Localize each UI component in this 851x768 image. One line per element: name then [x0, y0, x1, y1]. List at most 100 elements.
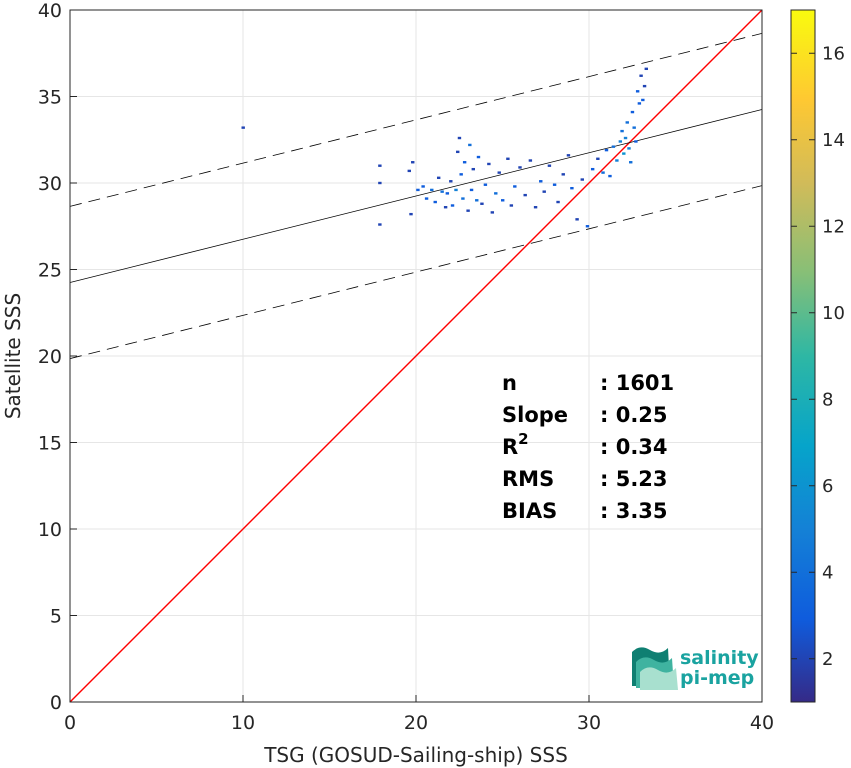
data-point: [601, 171, 605, 174]
data-point: [642, 84, 647, 88]
data-point: [615, 159, 619, 162]
x-tick-label: 40: [750, 712, 774, 734]
data-point: [421, 185, 425, 188]
data-point: [639, 74, 643, 77]
stat-label: RMS: [502, 467, 554, 491]
data-point: [566, 154, 571, 157]
data-point: [411, 161, 415, 164]
y-axis-label: Satellite SSS: [1, 293, 25, 419]
x-tick-label: 30: [577, 712, 601, 734]
data-point: [634, 140, 638, 143]
data-point: [462, 161, 467, 164]
data-point: [436, 176, 441, 180]
data-point: [459, 173, 463, 176]
colorbar-tick-label: 16: [822, 43, 845, 64]
colorbar-tick-label: 14: [822, 130, 845, 151]
data-point: [620, 129, 624, 133]
data-point: [627, 147, 631, 150]
data-point: [494, 192, 498, 195]
y-tick-label: 40: [38, 0, 62, 22]
data-point: [457, 136, 462, 140]
data-point: [469, 188, 474, 192]
data-point: [611, 145, 616, 148]
data-point: [506, 157, 510, 160]
data-point: [585, 225, 590, 228]
data-point: [637, 102, 642, 105]
data-point: [590, 167, 595, 171]
salinity-pi-mep-logo: salinity pi-mep: [632, 647, 759, 690]
data-point: [497, 171, 501, 174]
stat-value: : 0.34: [600, 435, 668, 459]
data-point: [641, 98, 645, 102]
data-point: [440, 190, 444, 193]
data-point: [518, 166, 522, 169]
x-tick-label: 0: [64, 712, 76, 734]
colorbar-tick-label: 2: [822, 649, 833, 670]
logo-line-1: salinity: [680, 647, 759, 669]
stat-value: : 1601: [600, 371, 674, 395]
y-tick-label: 25: [38, 260, 62, 282]
data-point: [635, 90, 640, 93]
data-point: [552, 183, 557, 186]
y-tick-label: 35: [38, 87, 62, 109]
data-point: [604, 148, 609, 152]
colorbar-tick-label: 6: [822, 476, 833, 497]
data-point: [443, 206, 448, 209]
data-point: [622, 152, 626, 155]
logo-line-2: pi-mep: [680, 667, 754, 689]
colorbar-tick-label: 8: [822, 389, 833, 410]
data-points: [241, 67, 648, 228]
y-tick-label: 5: [50, 606, 62, 628]
data-point: [608, 174, 612, 178]
data-point: [523, 193, 527, 197]
colorbar-tick-label: 10: [822, 303, 845, 324]
y-tick-label: 15: [38, 433, 62, 455]
x-tick-label: 10: [231, 712, 255, 734]
data-point: [547, 164, 552, 167]
line-identity: [70, 10, 762, 702]
stat-label: n: [502, 371, 517, 395]
stat-superscript: 2: [518, 430, 528, 448]
data-point: [596, 157, 600, 160]
data-point: [513, 185, 517, 188]
data-point: [580, 178, 584, 181]
data-point: [501, 199, 505, 202]
data-point: [476, 155, 481, 159]
x-tick-label: 20: [404, 712, 428, 734]
data-point: [623, 136, 628, 140]
stat-value: : 5.23: [600, 467, 668, 491]
data-point: [424, 197, 429, 200]
data-point: [409, 212, 413, 216]
line-fit: [70, 109, 762, 283]
colorbar: [790, 9, 816, 703]
data-point: [561, 173, 565, 176]
data-point: [466, 209, 470, 212]
data-point: [533, 206, 538, 209]
data-point: [542, 190, 546, 193]
data-point: [416, 188, 420, 192]
data-point: [618, 140, 623, 143]
data-point: [630, 110, 635, 114]
line-fit_upper: [70, 32, 762, 207]
data-point: [556, 200, 560, 204]
y-axis: 0 5 10 15 20 25 30 35 40: [38, 0, 77, 714]
y-tick-label: 0: [50, 692, 62, 714]
stat-label: BIAS: [502, 499, 557, 523]
stat-label: Slope: [502, 403, 568, 427]
data-point: [430, 188, 434, 192]
data-point: [509, 204, 514, 207]
x-axis: 0 10 20 30 40: [64, 695, 774, 734]
data-point: [570, 186, 574, 190]
data-point: [454, 188, 458, 192]
data-point: [629, 161, 633, 164]
data-point: [487, 162, 491, 166]
y-tick-label: 30: [38, 173, 62, 195]
reference-lines: [70, 10, 762, 702]
data-point: [449, 180, 453, 183]
data-point: [490, 211, 495, 214]
data-point: [528, 159, 533, 162]
data-point: [378, 223, 382, 226]
data-point: [483, 183, 488, 186]
